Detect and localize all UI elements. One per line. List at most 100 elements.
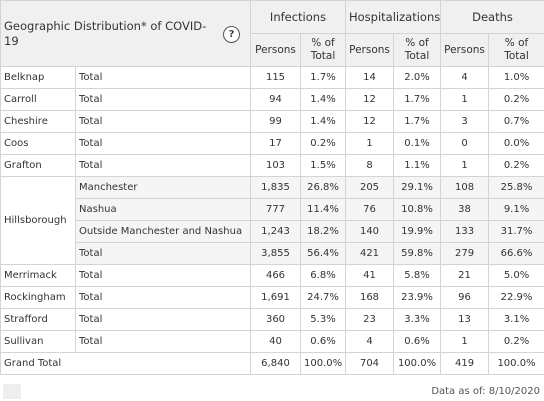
value-cell: 0.7% <box>488 110 544 133</box>
value-cell: 0.2% <box>488 154 544 177</box>
value-cell: 0 <box>440 132 490 155</box>
value-cell: 1,835 <box>250 176 301 199</box>
value-cell: 23.9% <box>392 286 442 309</box>
table-row[interactable]: Grafton Total 103 1.5% 8 1.1% 1 0.2% <box>0 154 544 177</box>
value-cell: 3.1% <box>488 308 544 331</box>
header-infections-persons: Persons <box>250 33 301 67</box>
geographic-distribution-table: Geographic Distribution* of COVID-19 ? I… <box>0 0 544 375</box>
value-cell: 99 <box>250 110 301 133</box>
county-cell: Merrimack <box>0 264 76 287</box>
value-cell: 19.9% <box>392 220 442 243</box>
value-cell: 76 <box>345 198 394 221</box>
value-cell: 5.0% <box>488 264 544 287</box>
table-row[interactable]: Outside Manchester and Nashua 1,243 18.2… <box>1 220 544 243</box>
subregion-cell: Manchester <box>75 176 251 199</box>
value-cell: 96 <box>440 286 490 309</box>
value-cell: 1,243 <box>250 220 301 243</box>
value-cell: 22.9% <box>488 286 544 309</box>
value-cell: 103 <box>250 154 301 177</box>
value-cell: 3,855 <box>250 242 301 265</box>
value-cell: 1.4% <box>300 88 346 111</box>
table-row[interactable]: Belknap Total 115 1.7% 14 2.0% 4 1.0% <box>0 66 544 89</box>
value-cell: 31.7% <box>488 220 544 243</box>
value-cell: 1.7% <box>300 66 346 89</box>
value-cell: 279 <box>440 242 490 265</box>
table-row[interactable]: Nashua 777 11.4% 76 10.8% 38 9.1% <box>1 198 544 221</box>
value-cell: 13 <box>440 308 490 331</box>
value-cell: 23 <box>345 308 394 331</box>
value-cell: 4 <box>345 330 394 353</box>
subregion-cell: Total <box>75 110 251 133</box>
value-cell: 1.5% <box>300 154 346 177</box>
table-row[interactable]: Merrimack Total 466 6.8% 41 5.8% 21 5.0% <box>0 264 544 287</box>
value-cell: 6.8% <box>300 264 346 287</box>
value-cell: 140 <box>345 220 394 243</box>
value-cell: 38 <box>440 198 490 221</box>
value-cell: 3 <box>440 110 490 133</box>
header-hospitalizations: Hospitalizations <box>344 0 442 34</box>
value-cell: 0.1% <box>392 132 442 155</box>
table-row[interactable]: Rockingham Total 1,691 24.7% 168 23.9% 9… <box>0 286 544 309</box>
value-cell: 0.6% <box>300 330 346 353</box>
value-cell: 2.0% <box>392 66 442 89</box>
table-row[interactable]: Cheshire Total 99 1.4% 12 1.7% 3 0.7% <box>0 110 544 133</box>
subregion-cell: Total <box>75 242 251 265</box>
value-cell: 1 <box>440 154 490 177</box>
header-hosp-persons: Persons <box>345 33 394 67</box>
county-cell: Cheshire <box>0 110 76 133</box>
table-row[interactable]: Carroll Total 94 1.4% 12 1.7% 1 0.2% <box>0 88 544 111</box>
table-row[interactable]: Strafford Total 360 5.3% 23 3.3% 13 3.1% <box>0 308 544 331</box>
value-cell: 100.0% <box>300 352 346 375</box>
county-cell: Belknap <box>0 66 76 89</box>
value-cell: 1,691 <box>250 286 301 309</box>
value-cell: 56.4% <box>300 242 346 265</box>
value-cell: 1.0% <box>488 66 544 89</box>
data-as-of: Data as of: 8/10/2020 <box>431 386 540 397</box>
value-cell: 1 <box>440 88 490 111</box>
header-deaths-pct: % of Total <box>488 33 544 67</box>
value-cell: 94 <box>250 88 301 111</box>
value-cell: 24.7% <box>300 286 346 309</box>
value-cell: 0.6% <box>392 330 442 353</box>
value-cell: 466 <box>250 264 301 287</box>
value-cell: 26.8% <box>300 176 346 199</box>
grand-total-label: Grand Total <box>0 352 251 375</box>
subregion-cell: Total <box>75 330 251 353</box>
grand-total-row[interactable]: Grand Total 6,840 100.0% 704 100.0% 419 … <box>0 352 544 375</box>
value-cell: 115 <box>250 66 301 89</box>
county-cell: Carroll <box>0 88 76 111</box>
footer-placeholder-box <box>3 384 21 399</box>
subregion-cell: Total <box>75 154 251 177</box>
header-infections: Infections <box>250 0 346 34</box>
table-row[interactable]: Hillsborough Manchester 1,835 26.8% 205 … <box>0 176 544 265</box>
value-cell: 777 <box>250 198 301 221</box>
table-row[interactable]: Total 3,855 56.4% 421 59.8% 279 66.6% <box>1 242 544 265</box>
help-icon[interactable]: ? <box>223 26 240 43</box>
table-row[interactable]: Sullivan Total 40 0.6% 4 0.6% 1 0.2% <box>0 330 544 353</box>
subregion-cell: Total <box>75 88 251 111</box>
subregion-cell: Outside Manchester and Nashua <box>75 220 251 243</box>
table-row[interactable]: Coos Total 17 0.2% 1 0.1% 0 0.0% <box>0 132 544 155</box>
value-cell: 59.8% <box>392 242 442 265</box>
value-cell: 133 <box>440 220 490 243</box>
header-hosp-pct: % of Total <box>392 33 442 67</box>
value-cell: 704 <box>345 352 394 375</box>
value-cell: 0.0% <box>488 132 544 155</box>
subregion-cell: Total <box>75 286 251 309</box>
value-cell: 168 <box>345 286 394 309</box>
county-cell: Grafton <box>0 154 76 177</box>
value-cell: 1.1% <box>392 154 442 177</box>
value-cell: 1 <box>440 330 490 353</box>
value-cell: 100.0% <box>392 352 442 375</box>
county-cell: Strafford <box>0 308 76 331</box>
value-cell: 108 <box>440 176 490 199</box>
value-cell: 17 <box>250 132 301 155</box>
value-cell: 5.8% <box>392 264 442 287</box>
subregion-cell: Total <box>75 132 251 155</box>
value-cell: 360 <box>250 308 301 331</box>
value-cell: 41 <box>345 264 394 287</box>
subregion-cell: Total <box>75 264 251 287</box>
header-deaths-persons: Persons <box>440 33 490 67</box>
value-cell: 40 <box>250 330 301 353</box>
